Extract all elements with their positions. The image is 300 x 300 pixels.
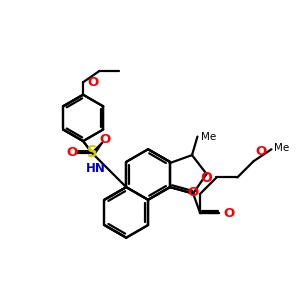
Text: O: O: [67, 146, 78, 160]
Text: O: O: [223, 207, 235, 220]
Text: O: O: [88, 76, 99, 89]
Text: S: S: [87, 146, 97, 160]
Text: Me: Me: [274, 143, 290, 153]
Text: HN: HN: [85, 162, 105, 175]
Text: O: O: [255, 145, 266, 158]
Text: Me: Me: [201, 132, 216, 142]
Text: O: O: [100, 133, 111, 146]
Text: O: O: [187, 186, 198, 199]
Text: O: O: [201, 171, 212, 185]
